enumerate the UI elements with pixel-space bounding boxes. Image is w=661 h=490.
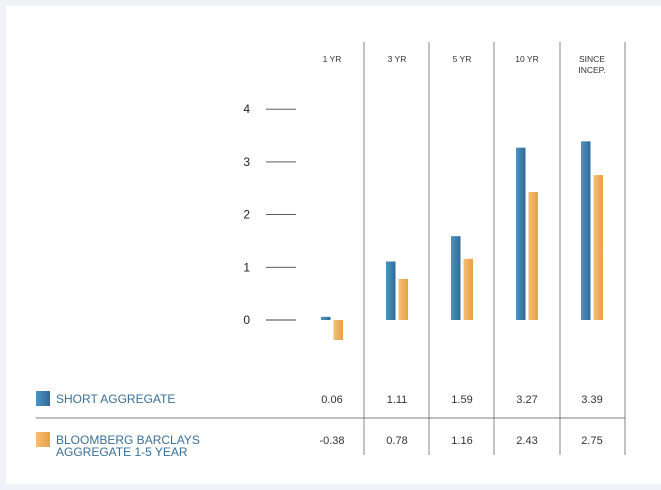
bar-short-aggregate (581, 141, 591, 320)
chart-panel (6, 6, 661, 484)
value-cell: 3.39 (581, 394, 602, 406)
bar-short-aggregate (321, 316, 331, 320)
legend-label: BLOOMBERG BARCLAYS (56, 433, 200, 447)
bar-benchmark (463, 258, 473, 320)
column-header: INCEP. (578, 65, 605, 75)
value-cell: 2.43 (516, 435, 537, 447)
column-header: SINCE (579, 54, 605, 64)
value-cell: 0.06 (321, 394, 342, 406)
bar-benchmark (333, 320, 343, 341)
column-header: 10 YR (515, 54, 538, 64)
bar-benchmark (593, 175, 603, 320)
column-header: 3 YR (388, 54, 407, 64)
bar-short-aggregate (516, 147, 526, 320)
legend-label: SHORT AGGREGATE (56, 392, 175, 406)
legend-label: AGGREGATE 1-5 YEAR (56, 445, 188, 459)
value-cell: 1.16 (451, 435, 472, 447)
value-cell: 1.11 (387, 394, 408, 406)
y-tick-label: 2 (243, 208, 250, 222)
y-tick-label: 3 (243, 155, 250, 169)
legend-swatch (36, 432, 50, 447)
y-tick-label: 4 (243, 102, 250, 116)
y-tick-label: 0 (243, 313, 250, 327)
bar-benchmark (528, 191, 538, 320)
value-cell: 3.27 (516, 394, 537, 406)
value-cell: 2.75 (581, 435, 602, 447)
y-tick-label: 1 (243, 260, 250, 274)
value-cell: 1.59 (451, 394, 472, 406)
value-cell: 0.78 (386, 435, 407, 447)
bar-short-aggregate (386, 261, 396, 320)
bar-benchmark (398, 278, 408, 320)
column-header: 1 YR (323, 54, 342, 64)
value-cell: -0.38 (319, 435, 344, 447)
bar-short-aggregate (451, 236, 461, 320)
legend-swatch (36, 391, 50, 406)
column-header: 5 YR (453, 54, 472, 64)
